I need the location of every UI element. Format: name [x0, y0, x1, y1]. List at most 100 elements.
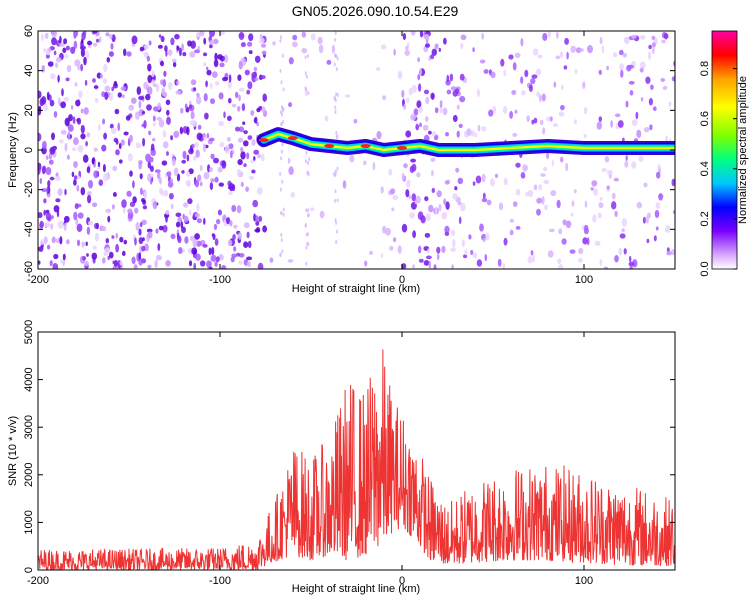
spectrogram-noise-cell [443, 37, 447, 45]
spectrogram-noise-cell [556, 31, 559, 39]
snr-series-line [38, 349, 675, 570]
spectrogram-noise-cell [614, 210, 618, 217]
spectrogram-noise-cell [629, 90, 634, 96]
spectrogram-noise-cell [208, 247, 212, 256]
spectrogram-noise-cell [179, 126, 184, 135]
spectrogram-noise-cell [318, 44, 324, 54]
spectrogram-noise-cell [170, 203, 174, 210]
spectrogram-noise-cell [423, 33, 430, 40]
spectrogram-noise-cell [147, 173, 152, 182]
snr-y-tick-label: 0 [23, 567, 35, 573]
spectrogram-noise-cell [73, 137, 79, 146]
spectrogram-noise-cell [405, 130, 412, 138]
spectrogram-noise-cell [455, 167, 460, 173]
spectrogram-noise-cell [55, 56, 62, 63]
snr-marks [38, 349, 675, 570]
spectrogram-noise-cell [165, 214, 168, 223]
spectrogram-noise-cell [243, 140, 249, 147]
spectrogram-noise-cell [129, 170, 133, 177]
spectrogram-noise-cell [113, 80, 118, 87]
spectrogram-noise-cell [63, 222, 67, 231]
spectrogram-noise-cell [401, 172, 405, 182]
spectrogram-noise-cell [224, 145, 230, 155]
spectrogram-noise-cell [614, 255, 619, 263]
spectrogram-noise-cell [85, 241, 88, 247]
spectrogram-noise-cell [160, 60, 164, 67]
spectrogram-noise-cell [619, 63, 624, 71]
spectrogram-noise-cell [408, 87, 413, 96]
spectrogram-noise-cell [183, 215, 189, 223]
spectrogram-noise-cell [426, 255, 432, 260]
spectrogram-noise-cell [460, 34, 467, 41]
spectrogram-noise-cell [532, 254, 536, 263]
spectrogram-noise-cell [481, 32, 485, 40]
spectrogram-noise-cell [118, 143, 122, 150]
spectrogram-noise-cell [209, 82, 213, 89]
spectrogram-noise-cell [647, 51, 652, 60]
spectrogram-noise-cell [48, 159, 54, 165]
spectrogram-noise-cell [422, 124, 429, 131]
spectrogram-noise-cell [39, 98, 45, 107]
spectrogram-noise-cell [401, 89, 405, 98]
spectrogram-noise-cell [213, 59, 219, 68]
spectrogram-noise-cell [53, 253, 59, 260]
spectrogram-noise-cell [336, 93, 339, 97]
spectrogram-noise-cell [566, 51, 569, 60]
spectrogram-noise-cell [88, 220, 94, 226]
spectrogram-x-tick-label: 100 [575, 274, 593, 286]
spectrogram-noise-cell [123, 131, 129, 136]
spectrogram-noise-cell [247, 81, 253, 90]
spectrogram-noise-cell [645, 216, 649, 224]
spectrogram-noise-cell [420, 215, 426, 224]
spectrogram-noise-cell [603, 266, 608, 269]
spectrogram-noise-cell [335, 130, 338, 135]
spectrogram-noise-cell [134, 207, 139, 214]
spectrogram-noise-cell [558, 263, 564, 269]
spectrogram-noise-cell [222, 76, 228, 82]
spectrogram-noise-cell [119, 159, 123, 164]
spectrogram-noise-cell [622, 53, 627, 58]
spectrogram-noise-cell [123, 239, 128, 245]
spectrogram-noise-cell [150, 149, 156, 156]
spectrogram-noise-cell [389, 245, 394, 251]
spectrogram-noise-cell [280, 80, 283, 85]
spectrogram-noise-cell [74, 59, 81, 67]
spectrogram-noise-cell [305, 150, 308, 155]
spectrogram-noise-cell [151, 70, 155, 78]
spectrogram-noise-cell [147, 161, 151, 169]
spectrogram-noise-cell [54, 176, 61, 181]
spectrogram-noise-cell [404, 49, 411, 56]
spectrogram-noise-cell [479, 223, 484, 232]
spectrogram-noise-cell [282, 207, 285, 212]
spectrogram-noise-cell [253, 117, 257, 124]
spectrogram-noise-cell [629, 265, 633, 269]
spectrogram-noise-cell [625, 155, 628, 161]
spectrogram-noise-cell [450, 229, 456, 237]
spectrogram-noise-cell [211, 247, 215, 255]
spectrogram-noise-cell [237, 159, 243, 166]
spectrogram-noise-cell [141, 110, 146, 115]
spectrogram-noise-cell [192, 155, 197, 161]
spectrogram-noise-cell [502, 105, 508, 114]
spectrogram-noise-cell [194, 213, 201, 218]
spectrogram-noise-cell [279, 110, 282, 115]
spectrogram-noise-cell [215, 256, 220, 263]
spectrogram-noise-cell [317, 36, 323, 45]
spectrogram-noise-cell [490, 178, 495, 187]
spectrogram-noise-cell [631, 161, 637, 169]
spectrogram-noise-cell [452, 193, 458, 200]
spectrogram-noise-cell [48, 46, 51, 53]
spectrogram-noise-cell [415, 195, 421, 204]
spectrogram-noise-cell [280, 122, 283, 127]
spectrogram-noise-cell [103, 63, 108, 73]
spectrogram-noise-cell [642, 216, 646, 224]
spectrogram-noise-cell [187, 40, 192, 47]
spectrogram-noise-cell [460, 202, 466, 212]
snr-x-tick-label: -200 [27, 575, 49, 587]
spectrogram-noise-cell [417, 74, 421, 81]
spectrogram-noise-cell [110, 43, 114, 50]
spectrogram-noise-cell [281, 142, 284, 147]
spectrogram-noise-cell [665, 225, 671, 234]
spectrogram-noise-cell [541, 196, 545, 205]
spectrogram-noise-cell [251, 74, 257, 83]
